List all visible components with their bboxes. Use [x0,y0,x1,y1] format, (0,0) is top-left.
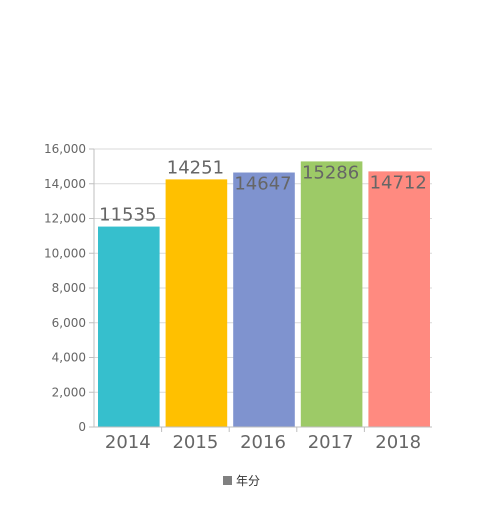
data-label-2016: 14647 [234,174,291,195]
data-label-2014: 11535 [99,205,156,226]
bar-2015[interactable] [165,179,228,427]
y-tick-label: 6,000 [52,316,86,330]
bars [98,161,430,427]
x-tick-label: 2018 [375,432,421,453]
y-tick-label: 10,000 [44,246,86,260]
bar-2016[interactable] [233,172,295,427]
y-tick-label: 4,000 [52,351,86,365]
x-tick-label: 2017 [308,432,354,453]
y-tick-label: 16,000 [44,142,86,156]
bar-2017[interactable] [300,161,363,427]
x-axis: 2014 2015 2016 2017 2018 [94,426,432,453]
data-label-2017: 15286 [302,162,359,183]
legend-label: 年分 [236,474,260,488]
x-tick-label: 2015 [172,432,218,453]
y-tick-label: 8,000 [52,281,86,295]
x-tick-label: 2014 [105,432,151,453]
data-label-2018: 14712 [370,172,427,193]
y-tick-label: 0 [78,420,86,434]
x-tick-label: 2016 [240,432,286,453]
bar-2014[interactable] [98,226,160,427]
y-tick-label: 14,000 [44,177,86,191]
y-axis: 0 2,000 4,000 6,000 8,000 10,000 12,000 14,000 1… [44,142,95,434]
y-tick-label: 2,000 [52,385,86,399]
bar-2018[interactable] [368,171,430,427]
data-label-2015: 14251 [167,157,224,178]
y-tick-label: 12,000 [44,212,86,226]
legend: 年分 [223,474,260,488]
legend-swatch [223,476,232,485]
data-labels: 11535 14251 14647 15286 14712 [99,157,427,225]
